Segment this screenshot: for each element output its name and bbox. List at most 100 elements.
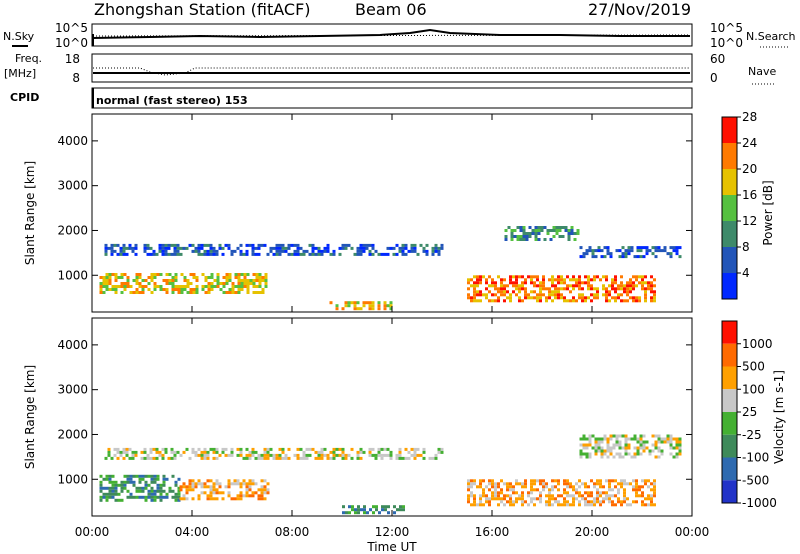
- range-cell: [510, 232, 514, 235]
- range-cell: [539, 299, 542, 303]
- scatter-band: [104, 447, 444, 460]
- range-cell: [200, 246, 204, 250]
- range-cell: [512, 284, 515, 288]
- range-cell: [216, 276, 220, 279]
- range-cell: [644, 503, 647, 507]
- range-cell: [105, 474, 109, 478]
- range-cell: [497, 491, 500, 495]
- range-cell: [377, 301, 381, 305]
- x-tick-label: 12:00: [375, 525, 410, 539]
- range-cell: [120, 498, 124, 502]
- range-cell: [440, 243, 444, 247]
- range-cell: [642, 446, 646, 450]
- range-cell: [395, 252, 399, 256]
- range-cell: [377, 453, 381, 457]
- range-cell: [633, 455, 637, 459]
- range-cell: [516, 238, 520, 241]
- range-cell: [296, 252, 300, 256]
- range-cell: [263, 497, 267, 501]
- range-cell: [359, 252, 363, 256]
- range-cell: [600, 455, 604, 459]
- range-cell: [189, 291, 193, 294]
- range-cell: [102, 486, 106, 490]
- range-cell: [497, 296, 500, 300]
- range-cell: [116, 243, 120, 247]
- range-cell: [557, 503, 560, 507]
- range-cell: [623, 287, 626, 291]
- range-cell: [566, 284, 569, 288]
- range-cell: [173, 249, 177, 253]
- range-cell: [521, 275, 524, 279]
- range-cell: [554, 284, 557, 288]
- range-cell: [639, 246, 643, 250]
- range-cell: [215, 252, 219, 256]
- range-cell: [606, 437, 610, 441]
- range-cell: [156, 483, 160, 487]
- range-cell: [401, 456, 405, 460]
- range-cell: [617, 482, 620, 486]
- range-cell: [134, 243, 138, 247]
- range-cell: [213, 279, 217, 282]
- range-cell: [642, 449, 646, 453]
- range-cell: [210, 285, 214, 288]
- date-label: 27/Nov/2019: [588, 0, 691, 19]
- range-cell: [320, 447, 324, 451]
- range-cell: [599, 479, 602, 483]
- range-cell: [207, 285, 211, 288]
- range-cell: [230, 497, 234, 501]
- range-cell: [228, 288, 232, 291]
- range-cell: [602, 293, 605, 297]
- range-cell: [467, 293, 470, 297]
- range-cell: [569, 485, 572, 489]
- range-cell: [657, 449, 661, 453]
- range-cell: [186, 285, 190, 288]
- range-cell: [111, 486, 115, 490]
- range-cell: [354, 511, 357, 515]
- range-cell: [105, 285, 109, 288]
- colorbar-tick-label: -1000: [742, 496, 777, 510]
- range-cell: [230, 252, 234, 256]
- range-cell: [629, 503, 632, 507]
- range-cell: [488, 503, 491, 507]
- range-cell: [132, 483, 136, 487]
- range-cell: [669, 440, 673, 444]
- range-cell: [606, 446, 610, 450]
- range-cell: [605, 290, 608, 294]
- range-cell: [147, 474, 151, 478]
- range-cell: [521, 503, 524, 507]
- range-cell: [386, 304, 390, 308]
- range-cell: [611, 296, 614, 300]
- range-cell: [236, 497, 240, 501]
- range-cell: [479, 479, 482, 483]
- range-cell: [651, 246, 655, 250]
- range-cell: [576, 232, 580, 235]
- range-cell: [650, 500, 653, 504]
- freq-tick-right-top: 60: [710, 52, 725, 66]
- range-cell: [134, 450, 138, 454]
- range-cell: [585, 452, 589, 456]
- range-cell: [416, 252, 420, 256]
- y-tick-label: 1000: [57, 472, 88, 486]
- range-cell: [275, 252, 279, 256]
- range-cell: [213, 285, 217, 288]
- range-cell: [584, 503, 587, 507]
- range-cell: [380, 453, 384, 457]
- scatter-band: [504, 226, 580, 241]
- range-cell: [141, 477, 145, 481]
- range-cell: [146, 453, 150, 457]
- range-cell: [572, 494, 575, 498]
- range-cell: [243, 276, 247, 279]
- range-cell: [287, 246, 291, 250]
- range-cell: [645, 252, 649, 256]
- colorbar-swatch: [722, 221, 737, 247]
- range-cell: [296, 456, 300, 460]
- range-cell: [503, 497, 506, 501]
- range-cell: [371, 243, 375, 247]
- range-cell: [557, 488, 560, 492]
- range-cell: [134, 246, 138, 250]
- range-cell: [530, 485, 533, 489]
- range-cell: [578, 479, 581, 483]
- range-cell: [578, 278, 581, 282]
- range-cell: [192, 276, 196, 279]
- range-cell: [560, 275, 563, 279]
